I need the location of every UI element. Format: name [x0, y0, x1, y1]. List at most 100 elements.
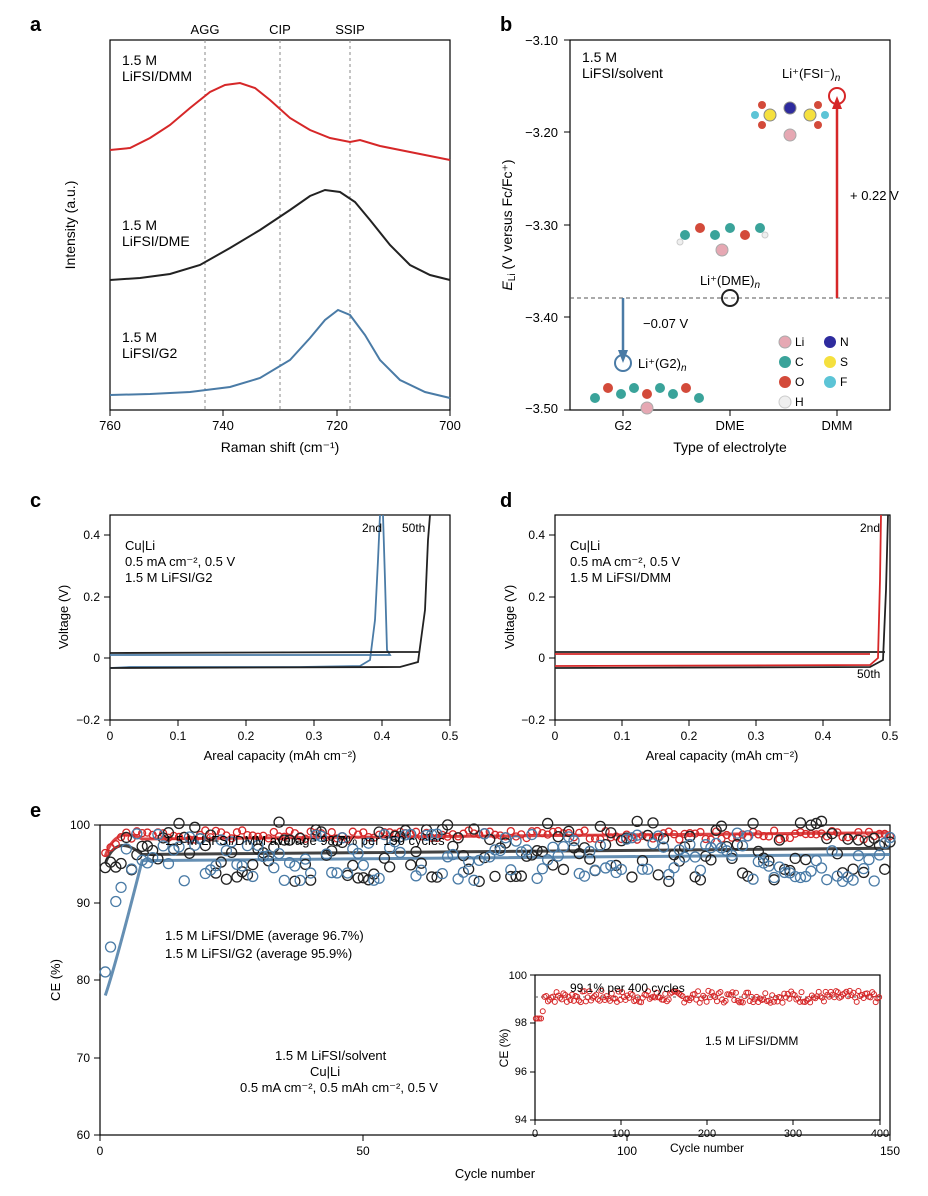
- ylabel-c: Voltage (V): [56, 585, 71, 649]
- panel-label-c: c: [30, 490, 41, 513]
- svg-text:−3.10: −3.10: [525, 33, 558, 48]
- vline-agg: AGG: [191, 22, 220, 410]
- svg-text:100: 100: [612, 1128, 630, 1140]
- label-g2-b: Li⁺(G2)n: [638, 356, 687, 374]
- svg-text:90: 90: [77, 896, 91, 910]
- inset-xlabel: Cycle number: [670, 1141, 744, 1155]
- svg-text:100: 100: [617, 1144, 637, 1158]
- svg-text:0.3: 0.3: [748, 729, 765, 743]
- svg-text:−3.30: −3.30: [525, 218, 558, 233]
- svg-text:O: O: [795, 375, 804, 389]
- svg-text:740: 740: [212, 418, 234, 433]
- svg-text:0: 0: [532, 1128, 538, 1140]
- inset-ylabel: CE (%): [497, 1029, 511, 1068]
- panel-d-chart: −0.2 0 0.2 0.4 0 0.1 0.2 0.3 0.4 0.5 Are…: [500, 500, 910, 770]
- xlabel-b: Type of electrolyte: [673, 439, 787, 455]
- svg-text:G2: G2: [614, 418, 631, 433]
- svg-text:0: 0: [107, 729, 114, 743]
- panel-b-chart: −3.10 −3.20 −3.30 −3.40 −3.50 G2 DME DMM…: [500, 20, 910, 460]
- svg-text:−0.2: −0.2: [521, 713, 545, 727]
- svg-text:H: H: [795, 395, 804, 409]
- svg-text:0.4: 0.4: [374, 729, 391, 743]
- svg-text:200: 200: [698, 1128, 716, 1140]
- svg-text:0: 0: [97, 1144, 104, 1158]
- svg-text:760: 760: [99, 418, 121, 433]
- annot-d: Cu|Li 0.5 mA cm⁻², 0.5 V 1.5 M LiFSI/DMM: [570, 538, 684, 585]
- xlabel-d: Areal capacity (mAh cm⁻²): [646, 748, 799, 763]
- panel-c-chart: −0.2 0 0.2 0.4 0 0.1 0.2 0.3 0.4 0.5 Are…: [50, 500, 480, 770]
- molecule-fsi: [751, 101, 829, 141]
- svg-text:720: 720: [326, 418, 348, 433]
- svg-text:C: C: [795, 355, 804, 369]
- panel-e-chart: 60 70 80 90 100 0 50 100 150 Cycle numbe…: [45, 810, 915, 1190]
- label-dmm: 1.5 MLiFSI/DMM: [122, 52, 192, 84]
- svg-text:60: 60: [77, 1128, 91, 1142]
- xlabel-c: Areal capacity (mAh cm⁻²): [204, 748, 357, 763]
- ylabel-e: CE (%): [48, 959, 63, 1001]
- inset-series-label: 1.5 M LiFSI/DMM: [705, 1034, 798, 1048]
- inset-e: 94 96 98 100 0 100 200 300 400 Cycle num…: [497, 970, 889, 1155]
- trace-label-50th-c: 50th: [402, 521, 425, 535]
- label-g2: 1.5 MLiFSI/G2: [122, 329, 177, 361]
- svg-text:0.4: 0.4: [815, 729, 832, 743]
- svg-text:CIP: CIP: [269, 22, 291, 37]
- svg-text:0.4: 0.4: [528, 528, 545, 542]
- svg-text:AGG: AGG: [191, 22, 220, 37]
- cond-e: 1.5 M LiFSI/solvent Cu|Li 0.5 mA cm⁻², 0…: [240, 1048, 438, 1095]
- svg-text:0: 0: [93, 651, 100, 665]
- svg-text:DMM: DMM: [821, 418, 852, 433]
- vline-ssip: SSIP: [335, 22, 365, 410]
- trace-label-2nd-d: 2nd: [860, 521, 880, 535]
- xlabel-e: Cycle number: [455, 1166, 536, 1181]
- svg-text:0.5: 0.5: [442, 729, 459, 743]
- svg-text:−0.2: −0.2: [76, 713, 100, 727]
- svg-text:50: 50: [356, 1144, 370, 1158]
- svg-text:100: 100: [70, 818, 90, 832]
- svg-text:0.2: 0.2: [681, 729, 698, 743]
- svg-text:0.2: 0.2: [83, 590, 100, 604]
- trace-label-50th-d: 50th: [857, 667, 880, 681]
- label-dme: 1.5 MLiFSI/DME: [122, 217, 190, 249]
- ylabel-a: Intensity (a.u.): [62, 181, 78, 270]
- series-label-dme-e: 1.5 M LiFSI/DME (average 96.7%): [165, 928, 364, 943]
- svg-text:0.3: 0.3: [306, 729, 323, 743]
- panel-a-chart: AGG CIP SSIP 1.5 MLiFSI/DMM 1.5 MLiFSI/D…: [50, 20, 480, 460]
- svg-text:SSIP: SSIP: [335, 22, 365, 37]
- panel-label-e: e: [30, 800, 41, 823]
- trace-label-2nd-c: 2nd: [362, 521, 382, 535]
- svg-text:0: 0: [538, 651, 545, 665]
- svg-text:0.2: 0.2: [528, 590, 545, 604]
- panel-label-a: a: [30, 14, 41, 37]
- panel-b-title: 1.5 MLiFSI/solvent: [582, 49, 663, 81]
- svg-text:70: 70: [77, 1051, 91, 1065]
- arrow-text-g2: −0.07 V: [643, 316, 689, 331]
- molecule-g2: [590, 383, 704, 414]
- svg-text:0.1: 0.1: [614, 729, 631, 743]
- series-label-g2-e: 1.5 M LiFSI/G2 (average 95.9%): [165, 946, 352, 961]
- svg-text:300: 300: [784, 1128, 802, 1140]
- svg-text:N: N: [840, 335, 849, 349]
- svg-text:150: 150: [880, 1144, 900, 1158]
- trace-d-black: [555, 515, 888, 668]
- svg-text:F: F: [840, 375, 847, 389]
- trace-d-red: [555, 515, 881, 666]
- svg-text:S: S: [840, 355, 848, 369]
- svg-text:98: 98: [515, 1017, 527, 1029]
- svg-text:0.1: 0.1: [170, 729, 187, 743]
- svg-text:−3.50: −3.50: [525, 401, 558, 416]
- svg-text:0.5: 0.5: [882, 729, 899, 743]
- svg-text:96: 96: [515, 1066, 527, 1078]
- ylabel-b: ELi (V versus Fc/Fc⁺): [500, 159, 518, 290]
- svg-text:−3.40: −3.40: [525, 310, 558, 325]
- label-dme-b: Li⁺(DME)n: [700, 273, 761, 291]
- label-dmm-b: Li⁺(FSI⁻)n: [782, 66, 841, 84]
- svg-text:400: 400: [871, 1128, 889, 1140]
- svg-text:700: 700: [439, 418, 461, 433]
- svg-text:94: 94: [515, 1114, 527, 1126]
- atom-legend: Li N C S O F H: [779, 335, 849, 409]
- arrow-text-dmm: + 0.22 V: [850, 188, 899, 203]
- svg-text:Li: Li: [795, 335, 804, 349]
- svg-text:DME: DME: [716, 418, 745, 433]
- molecule-dme: [677, 223, 768, 256]
- inset-title: 99.1% per 400 cycles: [570, 981, 685, 995]
